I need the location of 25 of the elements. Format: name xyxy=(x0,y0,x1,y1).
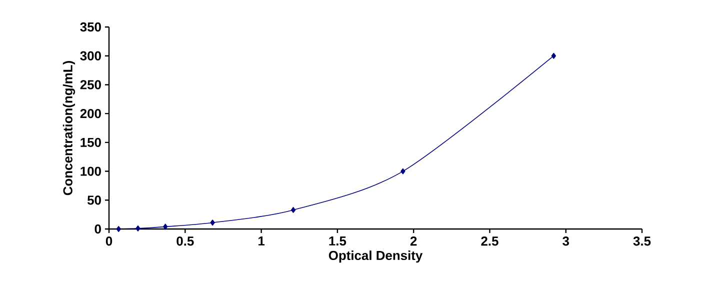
point xyxy=(290,206,296,213)
y-tick-label: 250 xyxy=(80,80,101,90)
x-tick-label: 3.5 xyxy=(633,236,651,246)
point xyxy=(136,225,140,232)
x-tick-label: 0 xyxy=(106,236,112,246)
y-axis-title: Concentration(ng/mL) xyxy=(62,61,76,196)
point xyxy=(210,220,215,226)
x-tick-label: 2.5 xyxy=(481,236,498,246)
point xyxy=(400,168,406,174)
x-axis-title: Optical Density xyxy=(328,250,423,263)
y-tick-label: 100 xyxy=(80,166,101,176)
y-tick-label: 350 xyxy=(80,22,101,32)
x-tick-label: 3 xyxy=(562,236,569,246)
y-tick-label: 50 xyxy=(87,196,101,205)
y-tick-label: 300 xyxy=(80,51,101,60)
y-tick-label: 150 xyxy=(80,138,101,148)
x-tick-label: 0.5 xyxy=(176,236,194,246)
x-tick-label: 2 xyxy=(410,236,417,246)
point xyxy=(551,52,556,59)
point xyxy=(116,226,121,232)
point xyxy=(163,224,168,230)
x-tick-label: 1.5 xyxy=(329,236,346,246)
y-tick-label: 200 xyxy=(80,108,101,118)
y-tick-label: 0 xyxy=(94,224,101,234)
x-tick-label: 1 xyxy=(258,236,265,246)
